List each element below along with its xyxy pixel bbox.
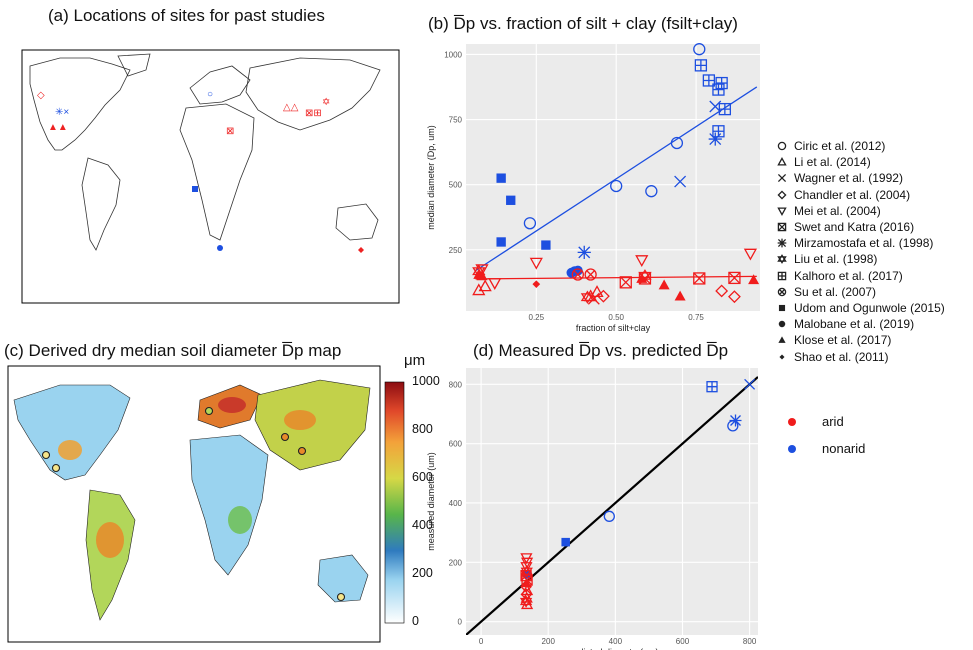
legend-symbol-icon (778, 336, 786, 344)
study-legend-label: Mei et al. (2004) (794, 203, 881, 218)
study-legend-label: Swet and Katra (2016) (794, 220, 915, 235)
colorbar-tick: 0 (412, 614, 419, 628)
site-marker: △△ (283, 102, 299, 113)
legend-symbol-icon (777, 190, 787, 200)
site-marker: ⊠ (226, 126, 234, 137)
colorbar-tick: 800 (412, 422, 433, 436)
legend-symbol-icon (778, 320, 786, 328)
data-point (778, 336, 786, 344)
study-legend-label: Ciric et al. (2012) (794, 139, 886, 154)
data-point (777, 141, 787, 151)
site-marker: ▲▲ (48, 122, 68, 133)
study-legend-label: Udom and Ogunwole (2015) (794, 300, 945, 315)
data-point (778, 320, 786, 328)
data-point (777, 222, 787, 232)
data-point (777, 174, 787, 183)
site-marker: ○ (207, 89, 213, 100)
data-point (778, 304, 786, 312)
site-marker (358, 247, 364, 253)
panel-a-title: (a) Locations of sites for past studies (48, 6, 325, 25)
colorbar-tick: 400 (412, 518, 433, 532)
site-map-frame (21, 49, 400, 304)
nonarid-label: nonarid (822, 441, 866, 456)
data-point (777, 207, 787, 216)
legend-symbol-icon (777, 238, 787, 248)
south-america-outline (81, 157, 121, 251)
colorbar-unit: μm (404, 352, 426, 369)
arid-label: arid (822, 414, 844, 429)
colorbar-tick: 200 (412, 566, 433, 580)
legend-symbol-icon (777, 174, 787, 183)
study-legend-label: Kalhoro et al. (2017) (794, 268, 903, 283)
europe-outline (189, 65, 251, 105)
site-marker (192, 186, 198, 192)
data-point (779, 354, 785, 360)
study-legend-item: Liu et al. (1998) (776, 251, 945, 267)
legend-symbol-icon (778, 304, 786, 312)
arid-swatch (788, 417, 796, 426)
climate-legend: arid nonarid (788, 408, 865, 462)
legend-symbol-icon (777, 207, 787, 216)
panel-c-title: (c) Derived dry median soil diameter D̅p… (4, 341, 342, 360)
site-marker (217, 245, 223, 251)
study-legend-item: Su et al. (2007) (776, 284, 945, 300)
study-legend-item: Wagner et al. (1992) (776, 170, 945, 186)
legend-symbol-icon (777, 141, 787, 151)
study-legend-item: Klose et al. (2017) (776, 332, 945, 348)
legend-symbol-icon (777, 222, 787, 232)
panel-b-title: (b) D̅p vs. fraction of silt + clay (fsi… (428, 14, 738, 33)
greenland-outline (117, 53, 151, 77)
study-legend-item: Swet and Katra (2016) (776, 219, 945, 235)
study-legend-label: Liu et al. (1998) (794, 252, 878, 267)
data-point (777, 254, 787, 265)
site-marker: ✳× (55, 107, 69, 118)
legend-symbol-icon (779, 354, 785, 360)
data-point (777, 238, 787, 248)
site-marker: ✡ (322, 97, 330, 108)
data-point (777, 287, 787, 297)
study-legend-item: Ciric et al. (2012) (776, 138, 945, 154)
study-legend-item: Mei et al. (2004) (776, 203, 945, 219)
site-map-coastlines (29, 53, 381, 251)
study-legend-item: Kalhoro et al. (2017) (776, 268, 945, 284)
legend-symbol-icon (777, 254, 787, 265)
legend-symbol-icon (777, 157, 787, 166)
asia-outline (245, 57, 381, 131)
study-legend-label: Shao et al. (2011) (794, 349, 889, 364)
site-map-markers: ◇ ✳× ▲▲ ○ ⊠ △△ ⊠⊞ ✡ (37, 89, 364, 253)
study-legend-label: Mirzamostafa et al. (1998) (794, 236, 934, 251)
site-marker: ◇ (37, 90, 45, 101)
australia-outline (335, 203, 379, 241)
study-legend: Ciric et al. (2012) Li et al. (2014) Wagne… (776, 138, 945, 365)
nonarid-swatch (788, 444, 796, 453)
site-marker: ⊠⊞ (305, 108, 322, 119)
colorbar-tick: 600 (412, 470, 433, 484)
study-legend-label: Su et al. (2007) (794, 284, 877, 299)
data-point (777, 271, 787, 280)
study-legend-item: Malobane et al. (2019) (776, 316, 945, 332)
study-legend-item: Mirzamostafa et al. (1998) (776, 235, 945, 251)
study-legend-item: Li et al. (2014) (776, 154, 945, 170)
data-point (777, 157, 787, 166)
data-point (777, 190, 787, 200)
legend-symbol-icon (777, 287, 787, 297)
climate-legend-nonarid: nonarid (788, 435, 865, 462)
study-legend-label: Li et al. (2014) (794, 155, 871, 170)
study-legend-item: Shao et al. (2011) (776, 348, 945, 364)
study-legend-label: Chandler et al. (2004) (794, 187, 911, 202)
study-legend-label: Wagner et al. (1992) (794, 171, 903, 186)
study-legend-label: Malobane et al. (2019) (794, 317, 915, 332)
colorbar-tick: 1000 (412, 374, 440, 388)
africa-outline (179, 103, 255, 241)
study-legend-label: Klose et al. (2017) (794, 333, 892, 348)
north-america-outline (29, 57, 131, 151)
study-legend-item: Udom and Ogunwole (2015) (776, 300, 945, 316)
panel-d-title: (d) Measured D̅p vs. predicted D̅p (473, 341, 729, 360)
legend-symbol-icon (777, 271, 787, 280)
study-legend-item: Chandler et al. (2004) (776, 187, 945, 203)
climate-legend-arid: arid (788, 408, 865, 435)
